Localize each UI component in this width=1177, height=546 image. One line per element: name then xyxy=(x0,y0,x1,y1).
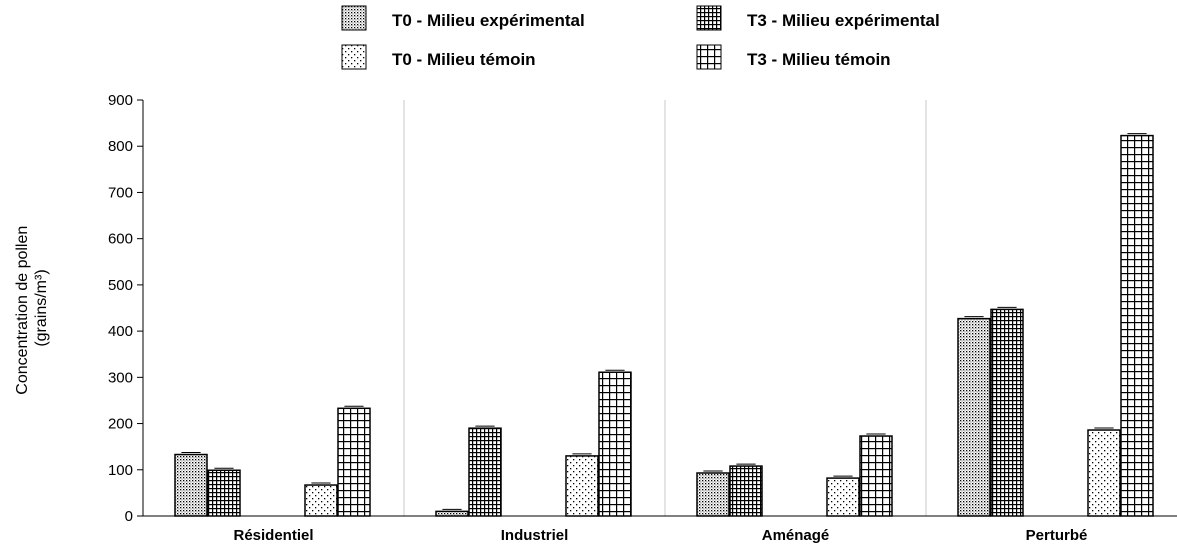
legend-swatch xyxy=(696,5,722,31)
category-separators xyxy=(403,100,927,516)
bar-4-4 xyxy=(1120,134,1154,517)
bar-3-2 xyxy=(565,455,599,517)
y-tick-label: 300 xyxy=(108,369,133,386)
y-axis-title-line1: Concentration de pollen xyxy=(14,226,31,395)
legend-label: T0 - Milieu témoin xyxy=(392,50,536,69)
bar-1-2 xyxy=(435,510,469,517)
bar-3-4 xyxy=(1087,429,1121,517)
bar-4-3 xyxy=(859,435,893,517)
bar-2-1 xyxy=(207,469,241,517)
bar-1-1 xyxy=(174,453,208,517)
x-category-label: Perturbé xyxy=(1026,527,1088,544)
bar-3-3 xyxy=(826,477,860,517)
y-tick-label: 800 xyxy=(108,138,133,155)
bar-2-3 xyxy=(729,465,763,517)
legend-swatch xyxy=(696,44,722,70)
bars xyxy=(174,133,1154,517)
bar-2-4 xyxy=(990,308,1024,517)
bar-2-2 xyxy=(468,427,502,517)
y-tick-label: 700 xyxy=(108,184,133,201)
bar-4-2 xyxy=(598,371,632,517)
y-tick-label: 200 xyxy=(108,416,133,433)
bar-1-4 xyxy=(957,317,991,517)
legend-swatch xyxy=(341,44,367,70)
legend: T0 - Milieu expérimental T3 - Milieu expé… xyxy=(341,5,940,70)
bar-1-3 xyxy=(696,472,730,517)
y-ticks: 0 100 200 300 400 500 600 700 800 900 xyxy=(108,92,143,525)
y-axis-title-line2: (grains/m³) xyxy=(33,269,50,346)
y-tick-label: 900 xyxy=(108,92,133,109)
bar-3-1 xyxy=(304,484,338,517)
y-axis-title: Concentration de pollen (grains/m³) xyxy=(14,221,50,394)
y-tick-label: 500 xyxy=(108,277,133,294)
legend-swatch xyxy=(341,5,367,31)
x-category-label: Industriel xyxy=(501,527,569,544)
y-tick-label: 100 xyxy=(108,462,133,479)
x-category-label: Résidentiel xyxy=(233,527,313,544)
legend-label: T0 - Milieu expérimental xyxy=(392,11,585,30)
y-tick-label: 400 xyxy=(108,323,133,340)
legend-label: T3 - Milieu témoin xyxy=(747,50,891,69)
y-tick-label: 600 xyxy=(108,231,133,248)
x-category-label: Aménagé xyxy=(762,527,830,544)
bar-4-1 xyxy=(337,407,371,517)
y-tick-label: 0 xyxy=(125,508,133,525)
x-category-labels: Résidentiel Industriel Aménagé Perturbé xyxy=(233,527,1087,544)
legend-label: T3 - Milieu expérimental xyxy=(747,11,940,30)
